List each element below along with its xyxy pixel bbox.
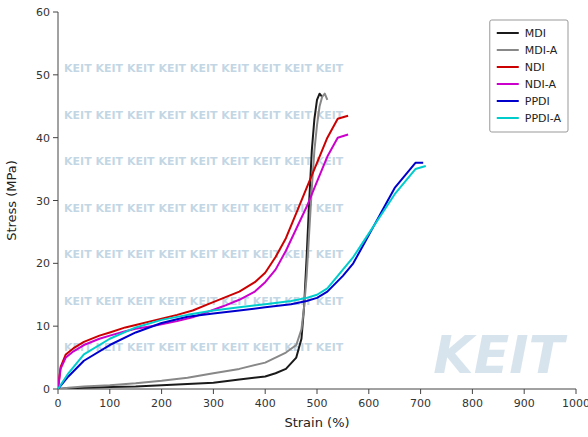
x-tick — [317, 389, 318, 394]
x-tick — [524, 389, 525, 394]
x-tick-label: 1000 — [562, 397, 588, 410]
y-tick-label: 0 — [43, 383, 50, 396]
y-tick-label: 40 — [36, 132, 50, 145]
x-tick — [472, 389, 473, 394]
legend-swatch — [497, 100, 519, 102]
y-tick — [53, 137, 58, 138]
x-axis — [58, 389, 576, 390]
y-tick — [53, 389, 58, 390]
y-tick-label: 30 — [36, 195, 50, 208]
x-tick-label: 900 — [514, 397, 535, 410]
x-tick-label: 100 — [99, 397, 120, 410]
y-axis — [58, 12, 59, 389]
legend-label: MDI — [525, 27, 546, 40]
legend-label: MDI-A — [525, 44, 558, 57]
y-axis-label: Stress (MPa) — [4, 160, 19, 241]
y-tick — [53, 12, 58, 13]
y-tick — [53, 326, 58, 327]
x-tick — [161, 389, 162, 394]
x-tick-label: 600 — [358, 397, 379, 410]
x-tick-label: 500 — [307, 397, 328, 410]
y-tick-label: 20 — [36, 257, 50, 270]
legend-box — [490, 20, 568, 132]
series-line — [58, 116, 348, 389]
x-tick — [213, 389, 214, 394]
watermark-big: KEIT — [433, 325, 567, 385]
axes: 0 100 200 300 400 500 600 700 800 900 1000 0 10 20 30 4… — [4, 6, 588, 430]
x-tick — [420, 389, 421, 394]
x-tick-label: 800 — [462, 397, 483, 410]
legend-swatch — [497, 32, 519, 34]
legend: MDI MDI-A NDI NDI-A PPDI PPDI-A — [490, 20, 568, 132]
x-tick-label: 400 — [255, 397, 276, 410]
x-tick — [265, 389, 266, 394]
watermark-row: KEIT KEIT KEIT KEIT KEIT KEIT KEIT KEIT … — [64, 202, 344, 215]
y-tick-label: 50 — [36, 69, 50, 82]
watermark-row: KEIT KEIT KEIT KEIT KEIT KEIT KEIT KEIT … — [64, 248, 344, 261]
y-tick — [53, 200, 58, 201]
x-tick-label: 0 — [55, 397, 62, 410]
x-axis-label: Strain (%) — [284, 415, 349, 430]
legend-label: NDI-A — [525, 78, 557, 91]
legend-swatch — [497, 117, 519, 119]
series-line — [58, 94, 322, 389]
x-tick — [58, 389, 59, 394]
watermark-row: KEIT KEIT KEIT KEIT KEIT KEIT KEIT KEIT … — [64, 62, 344, 75]
y-tick-label: 60 — [36, 6, 50, 19]
watermark-row: KEIT KEIT KEIT KEIT KEIT KEIT KEIT KEIT … — [64, 109, 344, 122]
y-tick — [53, 74, 58, 75]
legend-swatch — [497, 66, 519, 68]
legend-label: PPDI-A — [525, 112, 562, 125]
legend-swatch — [497, 49, 519, 51]
legend-swatch — [497, 83, 519, 85]
x-tick — [368, 389, 369, 394]
x-tick-label: 200 — [151, 397, 172, 410]
y-tick-label: 10 — [36, 320, 50, 333]
x-tick — [576, 389, 577, 394]
chart: KEIT KEIT KEIT KEIT KEIT KEIT KEIT KEIT … — [0, 0, 588, 437]
series-line — [58, 166, 426, 389]
legend-label: PPDI — [525, 95, 550, 108]
x-tick — [109, 389, 110, 394]
series-line — [58, 163, 423, 389]
x-tick-label: 700 — [410, 397, 431, 410]
y-tick — [53, 263, 58, 264]
watermark-row: KEIT KEIT KEIT KEIT KEIT KEIT KEIT KEIT … — [64, 155, 344, 168]
legend-label: NDI — [525, 61, 545, 74]
x-tick-label: 300 — [203, 397, 224, 410]
lines — [58, 94, 426, 389]
